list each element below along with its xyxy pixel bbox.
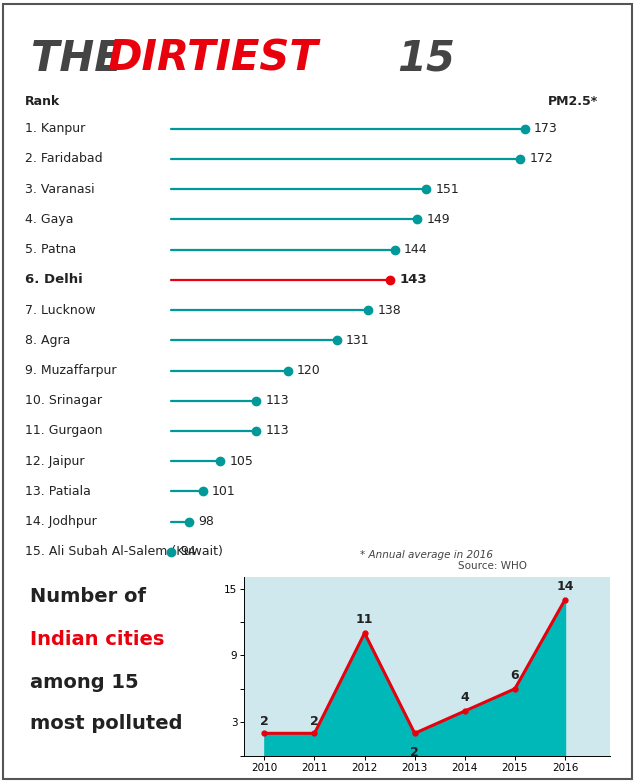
Text: 94: 94 bbox=[180, 545, 196, 558]
Text: 15. Ali Subah Al-Salem (Kuwait): 15. Ali Subah Al-Salem (Kuwait) bbox=[25, 545, 223, 558]
Text: 143: 143 bbox=[399, 273, 427, 287]
Text: 172: 172 bbox=[530, 153, 553, 165]
Text: DIRTIEST: DIRTIEST bbox=[107, 38, 318, 80]
Text: 5. Patna: 5. Patna bbox=[25, 244, 76, 256]
Text: 13. Patiala: 13. Patiala bbox=[25, 485, 91, 498]
Text: 120: 120 bbox=[297, 364, 321, 377]
Text: 11. Gurgaon: 11. Gurgaon bbox=[25, 424, 102, 438]
Text: 10. Srinagar: 10. Srinagar bbox=[25, 395, 102, 407]
Text: 7. Lucknow: 7. Lucknow bbox=[25, 304, 95, 316]
Text: 138: 138 bbox=[377, 304, 401, 316]
Text: 2. Faridabad: 2. Faridabad bbox=[25, 153, 102, 165]
Text: 101: 101 bbox=[211, 485, 236, 498]
Text: 98: 98 bbox=[198, 515, 214, 528]
Text: 3. Varanasi: 3. Varanasi bbox=[25, 182, 95, 196]
Text: 8. Agra: 8. Agra bbox=[25, 334, 70, 347]
Text: 131: 131 bbox=[346, 334, 370, 347]
Text: 113: 113 bbox=[265, 424, 289, 438]
Text: PM2.5*: PM2.5* bbox=[547, 95, 598, 108]
Text: Source: WHO: Source: WHO bbox=[458, 561, 526, 571]
Text: 9. Muzaffarpur: 9. Muzaffarpur bbox=[25, 364, 116, 377]
Text: * Annual average in 2016: * Annual average in 2016 bbox=[360, 550, 493, 560]
Text: 12. Jaipur: 12. Jaipur bbox=[25, 455, 84, 467]
Text: 15: 15 bbox=[397, 38, 455, 80]
Text: Rank: Rank bbox=[25, 95, 60, 108]
Text: 151: 151 bbox=[436, 182, 459, 196]
Text: 149: 149 bbox=[427, 213, 450, 226]
Text: 144: 144 bbox=[404, 244, 428, 256]
Text: 6. Delhi: 6. Delhi bbox=[25, 273, 83, 287]
Text: 14. Jodhpur: 14. Jodhpur bbox=[25, 515, 97, 528]
Text: 4. Gaya: 4. Gaya bbox=[25, 213, 74, 226]
Text: 113: 113 bbox=[265, 395, 289, 407]
Text: 1. Kanpur: 1. Kanpur bbox=[25, 122, 85, 135]
Text: 173: 173 bbox=[534, 122, 558, 135]
Text: THE: THE bbox=[31, 38, 137, 80]
Text: 105: 105 bbox=[230, 455, 253, 467]
